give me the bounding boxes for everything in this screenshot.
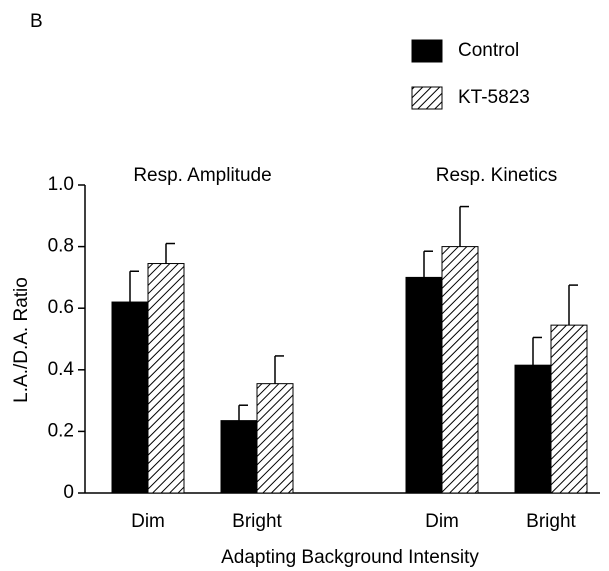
bar bbox=[111, 301, 149, 494]
bar bbox=[514, 364, 552, 494]
error-bar bbox=[459, 205, 469, 247]
y-tick-label: 1.0 bbox=[48, 174, 74, 195]
group-label: Resp. Kinetics bbox=[436, 165, 557, 186]
error-bar bbox=[238, 404, 248, 421]
y-axis-label: L.A./D.A. Ratio bbox=[11, 277, 32, 403]
x-tick-label: Bright bbox=[526, 511, 576, 532]
bar bbox=[405, 276, 443, 494]
bar bbox=[441, 246, 479, 494]
bar bbox=[256, 383, 294, 494]
x-tick-label: Bright bbox=[232, 511, 282, 532]
y-tick-label: 0.2 bbox=[48, 420, 74, 441]
error-bar bbox=[532, 336, 542, 366]
bar bbox=[220, 420, 258, 494]
x-tick-label: Dim bbox=[425, 511, 459, 532]
legend-label: Control bbox=[458, 40, 519, 61]
y-tick-label: 0.6 bbox=[48, 297, 74, 318]
error-bar bbox=[165, 242, 175, 264]
x-tick-label: Dim bbox=[131, 511, 165, 532]
y-tick-label: 0 bbox=[63, 482, 74, 503]
bar bbox=[147, 263, 185, 494]
error-bar bbox=[274, 355, 284, 384]
bar bbox=[550, 324, 588, 494]
error-bar bbox=[423, 250, 433, 278]
x-axis-label: Adapting Background Intensity bbox=[221, 547, 479, 568]
y-tick-label: 0.8 bbox=[48, 236, 74, 257]
legend-label: KT-5823 bbox=[458, 87, 530, 108]
legend-swatch bbox=[411, 86, 443, 110]
y-tick-label: 0.4 bbox=[48, 359, 75, 380]
error-bar bbox=[568, 284, 578, 326]
panel-label: B bbox=[30, 11, 43, 32]
error-bar bbox=[129, 270, 139, 303]
group-label: Resp. Amplitude bbox=[133, 165, 271, 186]
legend-swatch bbox=[411, 39, 443, 63]
